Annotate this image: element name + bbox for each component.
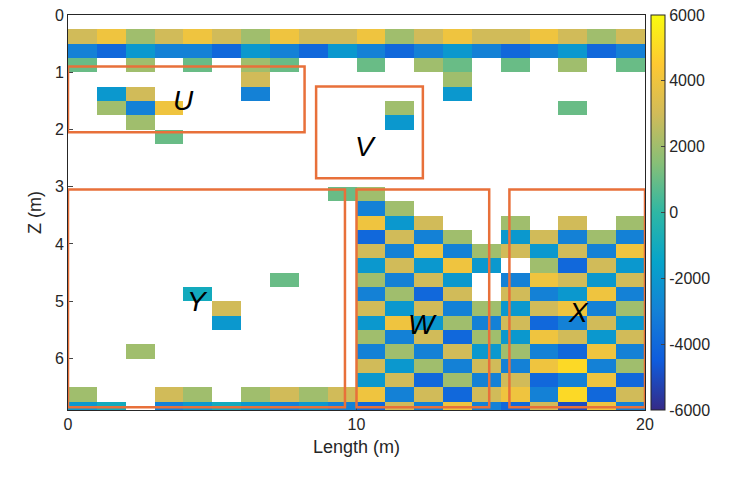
svg-text:4000: 4000	[669, 72, 705, 89]
svg-text:0: 0	[55, 7, 64, 24]
svg-text:-2000: -2000	[669, 270, 710, 287]
svg-text:6: 6	[55, 350, 64, 367]
svg-text:20: 20	[636, 416, 654, 433]
svg-text:V: V	[355, 131, 376, 162]
svg-text:0: 0	[64, 416, 73, 433]
svg-text:W: W	[408, 309, 437, 340]
svg-text:6000: 6000	[669, 7, 705, 24]
svg-text:-6000: -6000	[669, 402, 710, 419]
svg-text:4: 4	[55, 236, 64, 253]
svg-text:5: 5	[55, 293, 64, 310]
svg-text:X: X	[568, 297, 589, 328]
svg-text:-4000: -4000	[669, 336, 710, 353]
svg-text:Length (m): Length (m)	[313, 437, 400, 457]
svg-text:U: U	[173, 85, 194, 116]
svg-text:2000: 2000	[669, 138, 705, 155]
svg-text:Y: Y	[187, 286, 208, 317]
svg-text:10: 10	[348, 416, 366, 433]
svg-text:Z (m): Z (m)	[25, 191, 45, 234]
svg-text:3: 3	[55, 178, 64, 195]
svg-text:0: 0	[669, 204, 678, 221]
svg-text:2: 2	[55, 121, 64, 138]
svg-text:1: 1	[55, 64, 64, 81]
